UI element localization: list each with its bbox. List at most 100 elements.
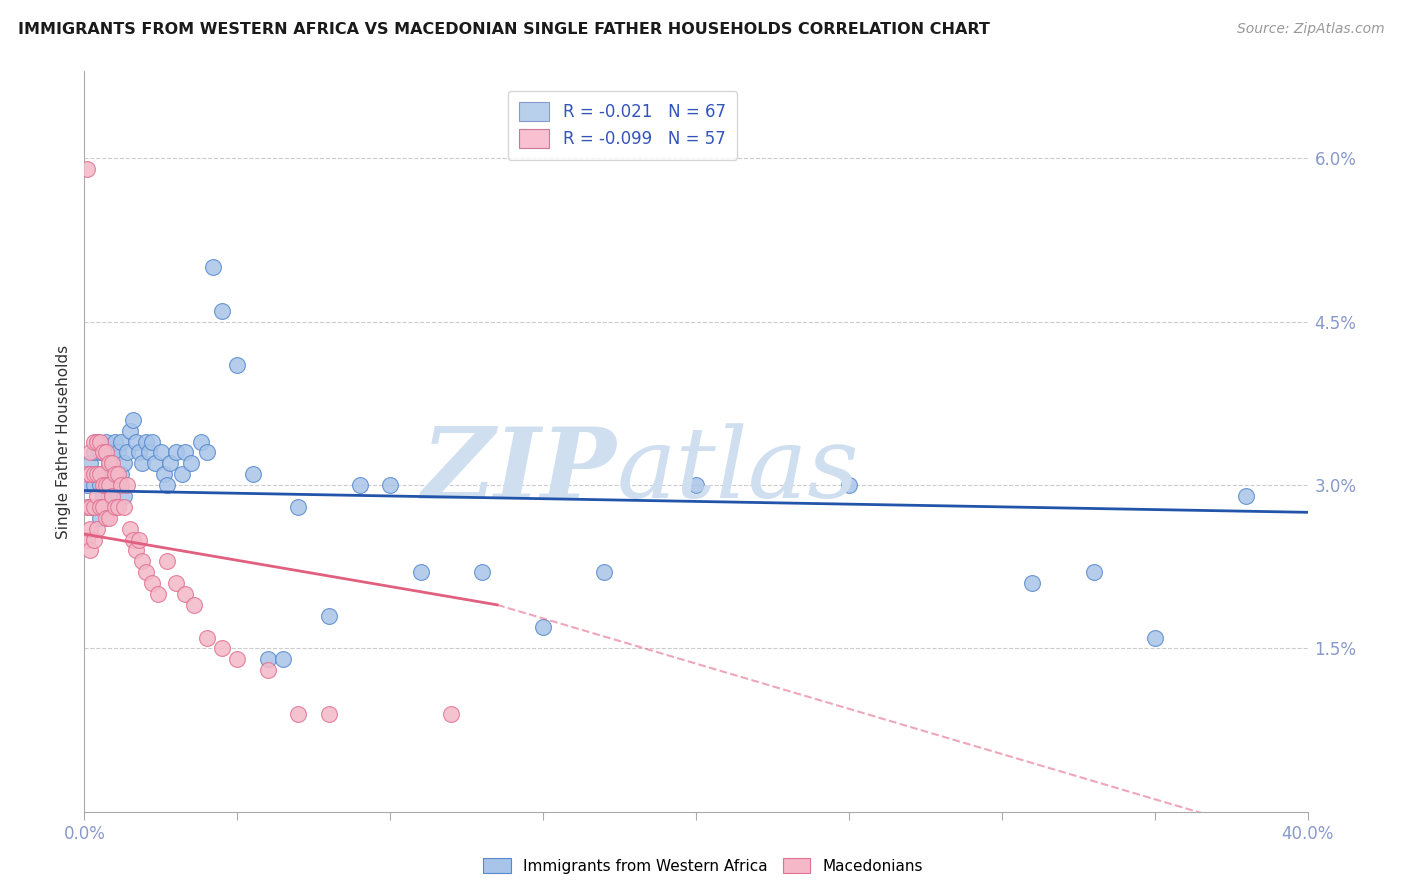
Point xyxy=(128,445,150,459)
Point xyxy=(1083,565,1105,579)
Point xyxy=(94,510,117,524)
Point xyxy=(271,652,294,666)
Point xyxy=(287,500,309,514)
Point xyxy=(107,500,129,514)
Point xyxy=(86,467,108,482)
Point xyxy=(153,467,176,482)
Point xyxy=(165,445,187,459)
Point xyxy=(83,434,105,449)
Point xyxy=(146,587,169,601)
Point xyxy=(104,434,127,449)
Point xyxy=(110,434,132,449)
Point xyxy=(104,467,127,482)
Point xyxy=(79,500,101,514)
Point xyxy=(97,478,120,492)
Point xyxy=(89,467,111,482)
Text: atlas: atlas xyxy=(616,424,859,519)
Point xyxy=(122,413,145,427)
Point xyxy=(79,522,101,536)
Y-axis label: Single Father Households: Single Father Households xyxy=(56,344,72,539)
Point xyxy=(115,445,138,459)
Point xyxy=(76,500,98,514)
Point xyxy=(79,467,101,482)
Point xyxy=(86,434,108,449)
Point xyxy=(440,706,463,721)
Point xyxy=(94,434,117,449)
Point xyxy=(76,162,98,177)
Point xyxy=(110,467,132,482)
Point xyxy=(135,565,157,579)
Point xyxy=(257,652,280,666)
Point xyxy=(107,445,129,459)
Point xyxy=(131,554,153,568)
Point xyxy=(141,576,163,591)
Point xyxy=(101,445,124,459)
Point xyxy=(1143,631,1166,645)
Point xyxy=(91,445,114,459)
Point xyxy=(79,500,101,514)
Point xyxy=(156,554,179,568)
Point xyxy=(104,500,127,514)
Point xyxy=(76,467,98,482)
Point xyxy=(471,565,494,579)
Point xyxy=(89,478,111,492)
Point xyxy=(76,533,98,547)
Legend: Immigrants from Western Africa, Macedonians: Immigrants from Western Africa, Macedoni… xyxy=(477,852,929,880)
Point xyxy=(287,706,309,721)
Point xyxy=(115,478,138,492)
Point xyxy=(143,456,166,470)
Point xyxy=(83,500,105,514)
Point xyxy=(101,456,124,470)
Point xyxy=(86,467,108,482)
Point xyxy=(531,619,554,633)
Point xyxy=(104,467,127,482)
Point xyxy=(138,445,160,459)
Point xyxy=(107,478,129,492)
Point xyxy=(89,500,111,514)
Point xyxy=(89,510,111,524)
Point xyxy=(94,445,117,459)
Point xyxy=(94,478,117,492)
Point xyxy=(165,576,187,591)
Legend: R = -0.021   N = 67, R = -0.099   N = 57: R = -0.021 N = 67, R = -0.099 N = 57 xyxy=(508,91,737,160)
Point xyxy=(125,434,148,449)
Point xyxy=(159,456,181,470)
Point xyxy=(112,500,135,514)
Point xyxy=(128,533,150,547)
Text: IMMIGRANTS FROM WESTERN AFRICA VS MACEDONIAN SINGLE FATHER HOUSEHOLDS CORRELATIO: IMMIGRANTS FROM WESTERN AFRICA VS MACEDO… xyxy=(18,22,990,37)
Point xyxy=(409,565,432,579)
Point xyxy=(120,424,142,438)
Point xyxy=(195,445,218,459)
Point xyxy=(89,434,111,449)
Point xyxy=(83,467,105,482)
Text: Source: ZipAtlas.com: Source: ZipAtlas.com xyxy=(1237,22,1385,37)
Point xyxy=(593,565,616,579)
Point xyxy=(122,533,145,547)
Point xyxy=(83,445,105,459)
Point xyxy=(97,510,120,524)
Point xyxy=(131,456,153,470)
Point xyxy=(838,478,860,492)
Point xyxy=(211,304,233,318)
Point xyxy=(110,478,132,492)
Point xyxy=(120,522,142,536)
Point xyxy=(349,478,371,492)
Point xyxy=(1236,489,1258,503)
Point xyxy=(180,456,202,470)
Point xyxy=(91,445,114,459)
Point xyxy=(86,489,108,503)
Point xyxy=(172,467,194,482)
Point xyxy=(91,478,114,492)
Point xyxy=(107,467,129,482)
Point xyxy=(141,434,163,449)
Point xyxy=(183,598,205,612)
Point xyxy=(79,445,101,459)
Point xyxy=(318,608,340,623)
Point xyxy=(97,489,120,503)
Point xyxy=(83,478,105,492)
Text: ZIP: ZIP xyxy=(422,423,616,519)
Point xyxy=(201,260,224,275)
Point xyxy=(380,478,402,492)
Point xyxy=(86,522,108,536)
Point xyxy=(190,434,212,449)
